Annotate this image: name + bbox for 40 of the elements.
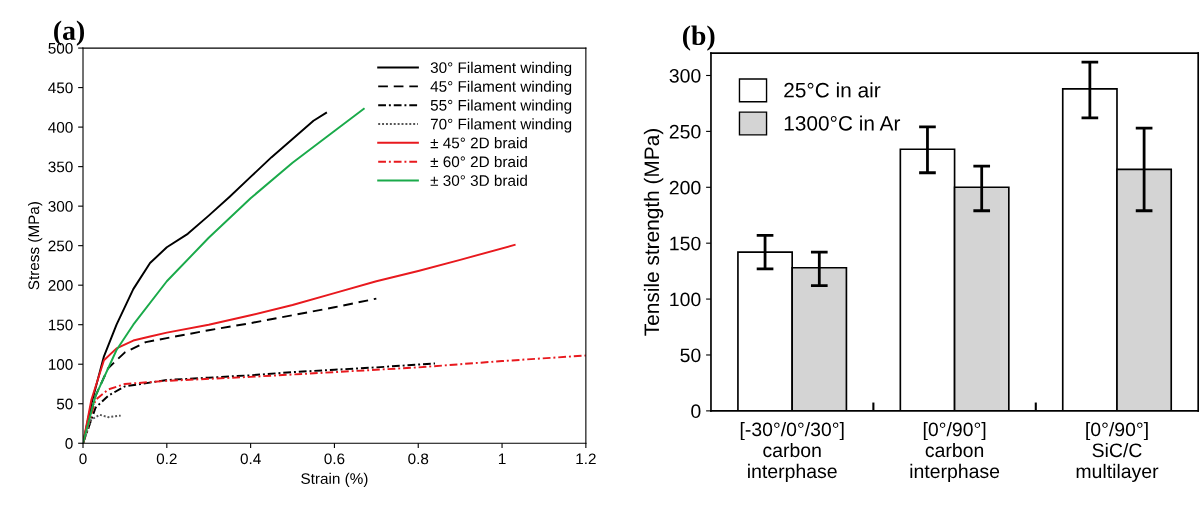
y-axis-title: Tensile strength (MPa) (643, 129, 664, 336)
y-tick-label: 0 (65, 438, 73, 449)
legend-label: 1300°C in Ar (784, 115, 901, 131)
legend-label: ± 60° 2D braid (430, 155, 527, 168)
y-tick-label: 150 (670, 236, 701, 251)
legend-label: 30° Filament winding (430, 61, 572, 77)
x-tick-label: [-30°/0°/30°] carbon interphase (740, 421, 844, 482)
x-axis-title: Strain (%) (301, 472, 368, 488)
y-tick-label: 50 (56, 398, 73, 410)
y-tick-label: 250 (669, 124, 701, 139)
x-tick-label: [0°/90°] SiC/C multilayer (1076, 421, 1159, 482)
x-tick-label: 0 (79, 453, 87, 465)
legend-label: 45° Filament winding (430, 80, 572, 95)
legend-label: ± 30° 3D braid (430, 174, 527, 186)
y-tick-label: 450 (48, 82, 73, 94)
x-tick-label: 0.2 (156, 453, 177, 465)
y-tick-label: 100 (670, 292, 701, 307)
x-tick-label: 1 (498, 453, 506, 465)
legend-label: 70° Filament winding (430, 118, 572, 133)
y-tick-label: 50 (680, 348, 701, 363)
y-tick-label: 350 (48, 161, 73, 173)
chart-title: (b) (682, 25, 715, 51)
x-tick-label: 0.8 (408, 453, 429, 465)
legend-label: 55° Filament winding (430, 99, 572, 114)
legend-label: 25°C in air (784, 82, 881, 98)
legend-label: ± 45° 2D braid (430, 137, 527, 149)
x-tick-label: 0.6 (324, 453, 345, 465)
y-tick-label: 0 (691, 404, 701, 419)
y-tick-label: 150 (48, 319, 73, 331)
y-axis-title: Stress (MPa) (28, 202, 43, 290)
x-tick-label: 1.2 (576, 453, 596, 465)
y-tick-label: 300 (669, 68, 701, 83)
y-tick-label: 200 (669, 180, 701, 195)
y-tick-label: 300 (48, 201, 73, 212)
x-tick-label: 0.4 (240, 453, 261, 465)
y-tick-label: 400 (48, 121, 73, 133)
y-tick-label: 200 (48, 280, 73, 291)
y-tick-label: 250 (48, 240, 73, 252)
y-tick-label: 100 (48, 359, 73, 370)
x-tick-label: [0°/90°] carbon interphase (910, 421, 1000, 482)
